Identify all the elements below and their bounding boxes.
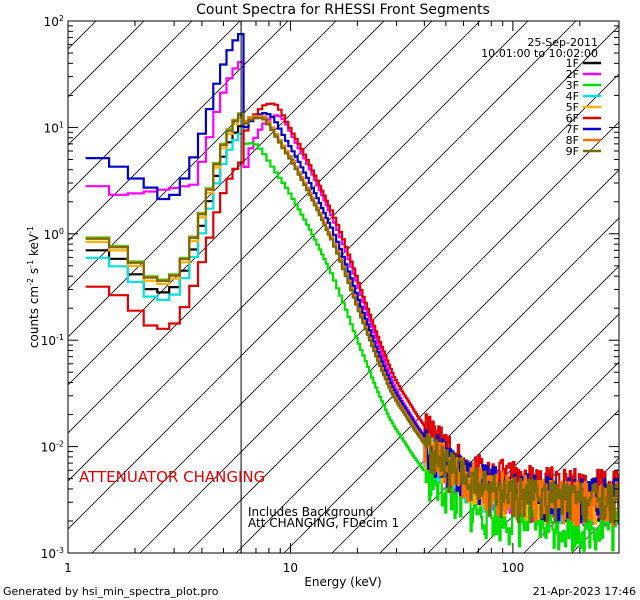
legend-label: 9F xyxy=(566,145,579,158)
y-axis-label-part: counts cm xyxy=(27,286,41,348)
background-note: Includes Background xyxy=(248,505,373,519)
legend-label: 3F xyxy=(566,79,579,92)
hatch-line xyxy=(91,25,619,553)
y-tick-label: 102 xyxy=(44,14,64,29)
y-axis-label-exp: -2 xyxy=(26,278,35,286)
hatch-line xyxy=(68,21,481,434)
hatch-line xyxy=(68,21,241,194)
y-tick-label: 10-3 xyxy=(41,546,64,561)
legend-label: 7F xyxy=(566,123,579,136)
legend-label: 8F xyxy=(566,134,579,147)
hatch-line xyxy=(620,0,640,553)
legend-label: 5F xyxy=(566,101,579,114)
series-line-8F xyxy=(85,113,619,527)
plot-frame xyxy=(67,20,620,554)
x-axis-ticks: 1 10 100 xyxy=(64,21,620,575)
hatch-line xyxy=(283,217,619,553)
x-tick-label: 1 xyxy=(64,561,72,575)
attenuator-changing-text: ATTENUATOR CHANGING xyxy=(79,468,265,486)
series-line-4F xyxy=(85,114,619,524)
x-tick-label: 10 xyxy=(283,561,298,575)
time-range-label: 10:01:00 to 10:02:00 xyxy=(481,47,598,60)
y-tick-label: 10-1 xyxy=(41,333,64,348)
hatch-line xyxy=(68,21,193,146)
legend-label: 4F xyxy=(566,90,579,103)
hatch-line xyxy=(68,21,385,338)
hatch-line xyxy=(235,169,619,553)
legend-label: 2F xyxy=(566,68,579,81)
date-label: 25-Sep-2011 xyxy=(527,36,598,49)
hatch-line xyxy=(68,21,337,290)
y-axis-label-part: s xyxy=(27,268,41,278)
legend-label: 6F xyxy=(566,112,579,125)
y-tick-label: 100 xyxy=(44,227,64,242)
series-line-1F xyxy=(85,114,619,527)
timestamp-label: 21-Apr-2023 17:46 xyxy=(533,585,636,598)
chart-title: Count Spectra for RHESSI Front Segments xyxy=(196,2,490,18)
y-axis-label-exp: -1 xyxy=(26,260,35,268)
y-tick-label: 10-2 xyxy=(41,440,64,455)
series-line-5F xyxy=(85,114,619,526)
x-axis-label: Energy (keV) xyxy=(304,575,381,589)
hatch-line xyxy=(475,409,619,553)
hatch-line xyxy=(68,21,529,482)
hatch-line xyxy=(427,361,619,553)
y-axis-label-exp: -1 xyxy=(26,226,35,234)
hatch-line xyxy=(68,21,145,98)
y-axis-ticks: 10-3 10-2 10-1 100 101 102 xyxy=(41,14,619,561)
y-tick-label: 101 xyxy=(44,120,64,135)
legend-label: 1F xyxy=(566,57,579,70)
hatch-line xyxy=(379,313,619,553)
hatch-line xyxy=(68,21,289,242)
hatch-line xyxy=(187,121,619,553)
x-tick-label: 100 xyxy=(501,561,524,575)
hatch-line xyxy=(139,73,619,553)
series-lines xyxy=(85,33,619,552)
generated-by-label: Generated by hsi_min_spectra_plot.pro xyxy=(3,585,219,598)
y-axis-label-part: keV xyxy=(27,233,41,260)
series-line-7F xyxy=(85,33,619,524)
series-line-6F xyxy=(85,102,619,513)
hatch-line xyxy=(571,505,619,553)
series-line-9F xyxy=(85,113,619,526)
hatch-line xyxy=(523,457,619,553)
hatch-line xyxy=(68,21,433,386)
y-axis-label: counts cm-2 s-1 keV-1 xyxy=(26,226,41,348)
attenuator-note: Att CHANGING, FDecim 1 xyxy=(248,516,399,530)
hatch-line xyxy=(68,21,577,530)
